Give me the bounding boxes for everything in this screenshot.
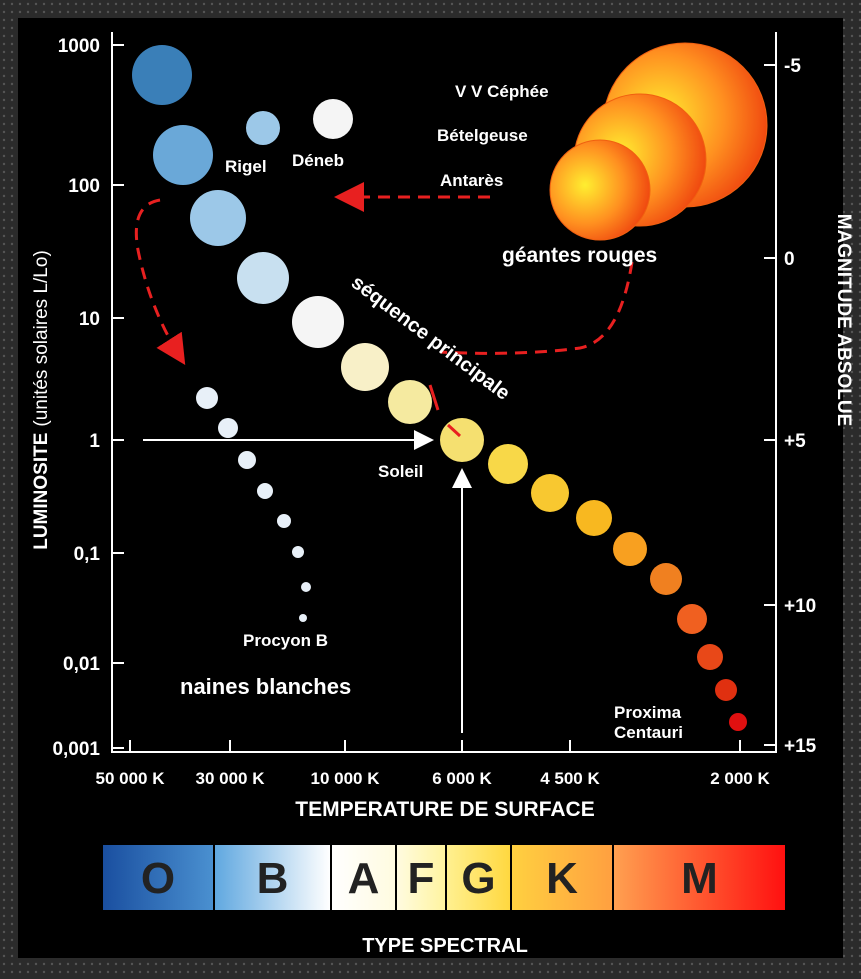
star [153, 125, 213, 185]
spectral-band [215, 845, 330, 910]
y-title-sub: (unités solaires L/Lo) [31, 250, 52, 426]
y-title-main: LUMINOSITE [31, 433, 52, 550]
spectral-title: TYPE SPECTRAL [362, 935, 528, 957]
spectral-band [397, 845, 445, 910]
label: naines blanches [180, 674, 351, 699]
spectral-band [512, 845, 612, 910]
dashed-arrow [134, 198, 186, 366]
star [313, 99, 353, 139]
y2-tick-label: +10 [784, 596, 816, 617]
y2-tick-label: -5 [784, 56, 801, 77]
y-title: LUMINOSITE (unités solaires L/Lo) [31, 250, 52, 550]
label: Soleil [378, 462, 423, 481]
dashed-path [439, 261, 634, 355]
label: Procyon B [243, 631, 328, 650]
label: Déneb [292, 151, 344, 170]
star [246, 111, 280, 145]
star [650, 563, 682, 595]
star [190, 190, 246, 246]
spectral-label: O [141, 854, 175, 903]
label: Proxima [614, 703, 682, 722]
x-tick-label: 30 000 K [196, 769, 266, 788]
x-title: TEMPERATURE DE SURFACE [295, 798, 594, 821]
white-dwarf [299, 614, 307, 622]
star [613, 532, 647, 566]
y-tick-label: 1000 [58, 36, 100, 57]
y2-tick-label: +5 [784, 431, 806, 452]
white-dwarf [196, 387, 218, 409]
y2-title: MAGNITUDE ABSOLUE [833, 214, 854, 427]
axes [111, 32, 777, 753]
y2-tick-label: +15 [784, 736, 817, 757]
spectral-label: B [257, 854, 289, 903]
star [729, 713, 747, 731]
star [531, 474, 569, 512]
label: Centauri [614, 723, 683, 742]
y-tick-label: 10 [79, 309, 100, 330]
y-tick-label: 100 [68, 176, 100, 197]
x-tick-label: 6 000 K [432, 769, 492, 788]
spectral-label: F [408, 854, 435, 903]
star [237, 252, 289, 304]
y-tick-label: 1 [89, 431, 100, 452]
x-tick-label: 4 500 K [540, 769, 600, 788]
label: Rigel [225, 157, 267, 176]
spectral-band [614, 845, 785, 910]
white-dwarf [257, 483, 273, 499]
white-dwarf [292, 546, 304, 558]
giant-star [549, 139, 651, 241]
label: géantes rouges [502, 244, 657, 267]
y-tick-label: 0,1 [74, 544, 101, 565]
x-tick-label: 50 000 K [96, 769, 166, 788]
spectral-band [332, 845, 395, 910]
dashed-path [428, 384, 462, 438]
star [697, 644, 723, 670]
white-dwarf [218, 418, 238, 438]
spectral-label: G [461, 854, 495, 903]
star [292, 296, 344, 348]
white-dwarf [238, 451, 256, 469]
y-tick-label: 0,01 [63, 654, 100, 675]
y2-tick-label: 0 [784, 249, 795, 270]
label: Antarès [440, 171, 503, 190]
star [388, 380, 432, 424]
y-tick-label: 0,001 [52, 739, 100, 760]
white-dwarf [301, 582, 311, 592]
x-tick-label: 2 000 K [710, 769, 770, 788]
label: Bételgeuse [437, 126, 528, 145]
spectral-label: A [348, 854, 380, 903]
spectral-label: K [546, 854, 578, 903]
star [440, 418, 484, 462]
spectral-band [447, 845, 510, 910]
spectral-band [103, 845, 213, 910]
spectral-label: M [681, 854, 718, 903]
star [488, 444, 528, 484]
star [341, 343, 389, 391]
star [132, 45, 192, 105]
star [677, 604, 707, 634]
star [715, 679, 737, 701]
white-dwarf [277, 514, 291, 528]
label: V V Céphée [455, 82, 549, 101]
x-tick-label: 10 000 K [311, 769, 381, 788]
star [576, 500, 612, 536]
